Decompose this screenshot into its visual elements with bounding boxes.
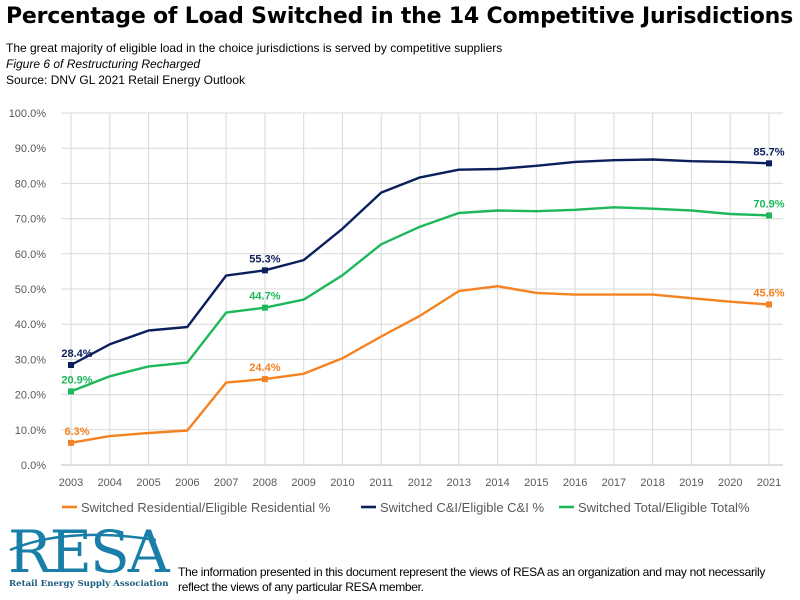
figure-reference: Figure 6 of Restructuring Recharged	[6, 57, 201, 71]
data-point-total	[68, 388, 74, 395]
x-tick-label: 2006	[175, 477, 199, 489]
resa-logo: RESA Retail Energy Supply Association	[8, 520, 173, 589]
y-tick-label: 0.0%	[21, 460, 46, 472]
y-tick-label: 60.0%	[15, 249, 46, 261]
data-point-ci	[68, 362, 74, 369]
source-note: Source: DNV GL 2021 Retail Energy Outloo…	[6, 73, 246, 87]
data-label-total: 20.9%	[61, 374, 92, 386]
x-tick-label: 2003	[59, 477, 83, 489]
x-tick-label: 2009	[291, 477, 315, 489]
legend-label-ci: Switched C&I/Eligible C&I %	[380, 500, 544, 515]
x-tick-label: 2020	[718, 477, 742, 489]
x-tick-label: 2015	[524, 477, 548, 489]
data-labels: 6.3% 24.4% 45.6% 28.4% 55.3% 85.7% 20.9% 44.7% 7…	[61, 146, 784, 437]
data-label-residential: 24.4%	[249, 362, 280, 374]
x-tick-label: 2007	[214, 477, 238, 489]
data-point-total	[261, 304, 268, 311]
data-point-residential	[766, 301, 772, 308]
data-point-ci	[766, 160, 772, 167]
chart-title: Percentage of Load Switched in the 14 Co…	[6, 4, 793, 29]
y-tick-label: 20.0%	[15, 390, 46, 402]
series-line-ci	[70, 158, 770, 367]
x-tick-label: 2008	[253, 477, 277, 489]
gridlines	[61, 112, 783, 465]
data-point-total	[766, 212, 772, 219]
x-tick-label: 2021	[757, 477, 781, 489]
x-axis: 2003 2004 2005 2006 2007 2008 2009 2010 2011 2012…	[59, 464, 783, 489]
logo-swoosh-icon	[9, 533, 157, 552]
x-tick-label: 2010	[330, 477, 354, 489]
data-label-residential: 6.3%	[64, 426, 89, 438]
x-tick-label: 2004	[98, 477, 122, 489]
series-line-residential	[70, 285, 770, 444]
x-tick-label: 2011	[369, 477, 393, 489]
series-lines	[68, 158, 772, 446]
data-label-total: 70.9%	[753, 198, 784, 210]
data-point-residential	[261, 376, 268, 383]
y-tick-label: 50.0%	[15, 284, 46, 296]
y-tick-label: 100.0%	[9, 108, 47, 120]
resa-logo-wordmark: RESA	[8, 520, 171, 586]
y-tick-label: 10.0%	[15, 425, 46, 437]
x-tick-label: 2012	[408, 477, 432, 489]
legend-label-residential: Switched Residential/Eligible Residentia…	[81, 500, 331, 515]
x-tick-label: 2019	[679, 477, 703, 489]
disclaimer-text: The information presented in this docume…	[178, 565, 766, 594]
data-label-ci: 85.7%	[753, 146, 784, 158]
data-label-residential: 45.6%	[753, 287, 784, 299]
y-tick-label: 70.0%	[15, 214, 46, 226]
legend: Switched Residential/Eligible Residentia…	[62, 500, 750, 515]
y-tick-label: 30.0%	[15, 354, 46, 366]
x-tick-label: 2017	[602, 477, 626, 489]
x-tick-label: 2018	[640, 477, 664, 489]
x-tick-label: 2014	[485, 477, 509, 489]
data-point-ci	[261, 267, 268, 274]
y-tick-label: 40.0%	[15, 319, 46, 331]
data-label-ci: 55.3%	[249, 253, 280, 265]
data-point-residential	[68, 439, 74, 446]
data-label-ci: 28.4%	[61, 348, 92, 360]
x-tick-label: 2005	[136, 477, 160, 489]
resa-logo-caption: Retail Energy Supply Association	[9, 579, 169, 589]
y-tick-label: 80.0%	[15, 178, 46, 190]
chart-subtitle: The great majority of eligible load in t…	[6, 41, 503, 55]
legend-label-total: Switched Total/Eligible Total%	[578, 500, 750, 515]
x-tick-label: 2016	[563, 477, 587, 489]
x-tick-label: 2013	[447, 477, 471, 489]
y-tick-label: 90.0%	[15, 143, 46, 155]
data-label-total: 44.7%	[249, 291, 280, 303]
y-axis: 0.0% 10.0% 20.0% 30.0% 40.0% 50.0% 60.0% 70.0% 8…	[9, 108, 47, 472]
